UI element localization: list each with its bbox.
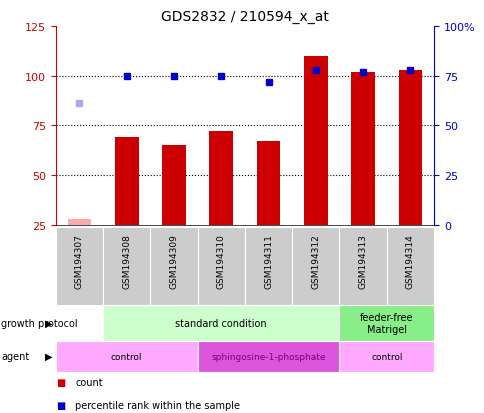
Text: ▶: ▶ [45,318,52,328]
Text: sphingosine-1-phosphate: sphingosine-1-phosphate [211,352,325,361]
Bar [339,306,433,341]
Text: GSM194313: GSM194313 [358,233,367,288]
Bar [291,227,339,306]
Bar [56,341,197,372]
Text: control: control [111,352,142,361]
Text: GSM194308: GSM194308 [122,233,131,288]
Bar [103,306,339,341]
Text: ■: ■ [56,377,65,387]
Text: percentile rank within the sample: percentile rank within the sample [75,400,240,410]
Bar [339,227,386,306]
Title: GDS2832 / 210594_x_at: GDS2832 / 210594_x_at [161,10,328,24]
Text: count: count [75,377,103,387]
Bar [56,227,103,306]
Bar [303,57,327,225]
Text: growth protocol: growth protocol [1,318,77,328]
Bar [103,227,150,306]
Text: GSM194307: GSM194307 [75,233,84,288]
Text: GSM194312: GSM194312 [311,233,320,288]
Bar [244,227,291,306]
Bar [115,138,138,225]
Bar [386,227,433,306]
Bar [150,227,197,306]
Text: standard condition: standard condition [175,318,267,328]
Bar [67,219,91,225]
Bar [197,341,339,372]
Bar [339,341,433,372]
Text: agent: agent [1,351,29,361]
Text: feeder-free
Matrigel: feeder-free Matrigel [359,312,413,334]
Text: GSM194310: GSM194310 [216,233,226,288]
Bar [209,132,233,225]
Text: ▶: ▶ [45,351,52,361]
Text: control: control [370,352,402,361]
Bar [398,71,422,225]
Text: GSM194311: GSM194311 [263,233,272,288]
Bar [256,142,280,225]
Bar [350,72,374,225]
Text: GSM194309: GSM194309 [169,233,178,288]
Bar [162,146,185,225]
Text: GSM194314: GSM194314 [405,233,414,288]
Bar [197,227,244,306]
Text: ■: ■ [56,400,65,410]
